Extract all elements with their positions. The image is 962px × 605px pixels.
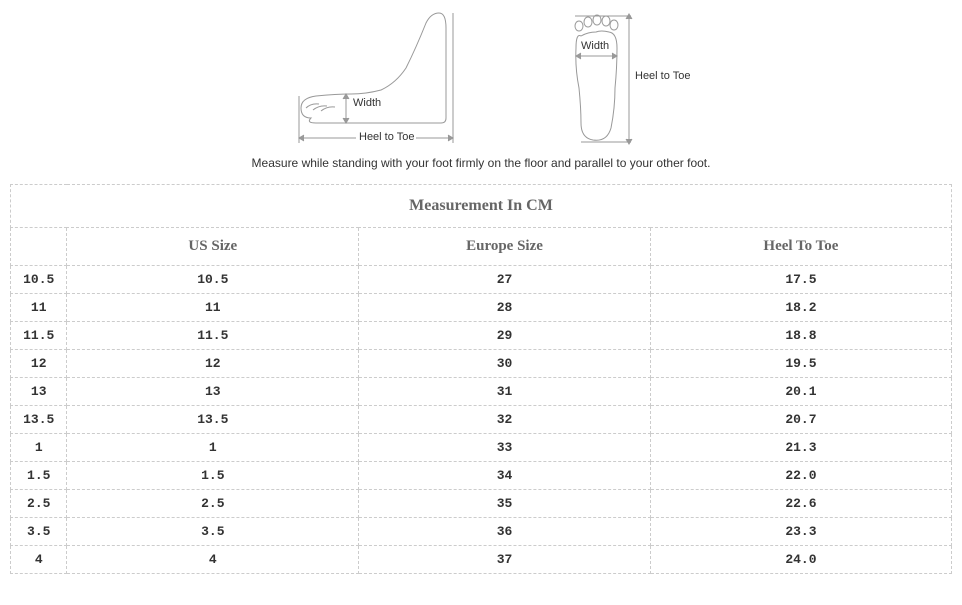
foot-side-svg — [291, 8, 481, 148]
measurement-diagrams: Width Heel to Toe — [0, 0, 962, 148]
table-cell: 22.0 — [650, 462, 951, 490]
table-row: 3.53.53623.3 — [11, 518, 952, 546]
instruction-text: Measure while standing with your foot fi… — [0, 156, 962, 170]
table-cell: 3.5 — [11, 518, 67, 546]
table-row: 13133120.1 — [11, 378, 952, 406]
table-cell: 11 — [67, 294, 359, 322]
table-cell: 23.3 — [650, 518, 951, 546]
table-cell: 11 — [11, 294, 67, 322]
top-width-label: Width — [581, 40, 609, 52]
table-header-row: US Size Europe Size Heel To Toe — [11, 228, 952, 266]
foot-top-diagram: Width Heel to Toe — [551, 8, 671, 148]
table-row: 13.513.53220.7 — [11, 406, 952, 434]
table-cell: 1.5 — [11, 462, 67, 490]
table-cell: 35 — [359, 490, 651, 518]
table-row: 1.51.53422.0 — [11, 462, 952, 490]
table-cell: 13.5 — [11, 406, 67, 434]
table-row: 11.511.52918.8 — [11, 322, 952, 350]
table-cell: 18.2 — [650, 294, 951, 322]
table-row: 113321.3 — [11, 434, 952, 462]
col-header-blank — [11, 228, 67, 266]
table-cell: 33 — [359, 434, 651, 462]
col-header-heel: Heel To Toe — [650, 228, 951, 266]
table-cell: 30 — [359, 350, 651, 378]
table-cell: 10.5 — [11, 266, 67, 294]
table-cell: 4 — [11, 546, 67, 574]
top-heel-label: Heel to Toe — [635, 70, 690, 82]
table-cell: 29 — [359, 322, 651, 350]
table-cell: 24.0 — [650, 546, 951, 574]
table-cell: 4 — [67, 546, 359, 574]
table-cell: 17.5 — [650, 266, 951, 294]
side-width-label: Width — [353, 97, 381, 109]
table-row: 11112818.2 — [11, 294, 952, 322]
table-cell: 12 — [11, 350, 67, 378]
side-heel-label: Heel to Toe — [359, 131, 414, 143]
table-cell: 37 — [359, 546, 651, 574]
table-cell: 13.5 — [67, 406, 359, 434]
table-cell: 21.3 — [650, 434, 951, 462]
table-cell: 1.5 — [67, 462, 359, 490]
table-cell: 28 — [359, 294, 651, 322]
table-cell: 1 — [67, 434, 359, 462]
table-cell: 11.5 — [67, 322, 359, 350]
table-title: Measurement In CM — [11, 185, 952, 228]
table-cell: 31 — [359, 378, 651, 406]
size-chart-table: Measurement In CM US Size Europe Size He… — [10, 184, 952, 574]
table-cell: 2.5 — [67, 490, 359, 518]
table-row: 2.52.53522.6 — [11, 490, 952, 518]
table-cell: 10.5 — [67, 266, 359, 294]
table-body: 10.510.52717.511112818.211.511.52918.812… — [11, 266, 952, 574]
table-row: 12123019.5 — [11, 350, 952, 378]
table-row: 443724.0 — [11, 546, 952, 574]
table-cell: 20.1 — [650, 378, 951, 406]
table-cell: 12 — [67, 350, 359, 378]
table-cell: 13 — [11, 378, 67, 406]
table-cell: 36 — [359, 518, 651, 546]
table-cell: 1 — [11, 434, 67, 462]
table-cell: 13 — [67, 378, 359, 406]
foot-side-diagram: Width Heel to Toe — [291, 8, 481, 148]
table-cell: 11.5 — [11, 322, 67, 350]
table-cell: 18.8 — [650, 322, 951, 350]
table-cell: 34 — [359, 462, 651, 490]
table-cell: 27 — [359, 266, 651, 294]
table-cell: 2.5 — [11, 490, 67, 518]
table-cell: 19.5 — [650, 350, 951, 378]
table-cell: 32 — [359, 406, 651, 434]
table-cell: 20.7 — [650, 406, 951, 434]
table-cell: 22.6 — [650, 490, 951, 518]
col-header-europe: Europe Size — [359, 228, 651, 266]
table-title-row: Measurement In CM — [11, 185, 952, 228]
col-header-us: US Size — [67, 228, 359, 266]
table-row: 10.510.52717.5 — [11, 266, 952, 294]
table-cell: 3.5 — [67, 518, 359, 546]
